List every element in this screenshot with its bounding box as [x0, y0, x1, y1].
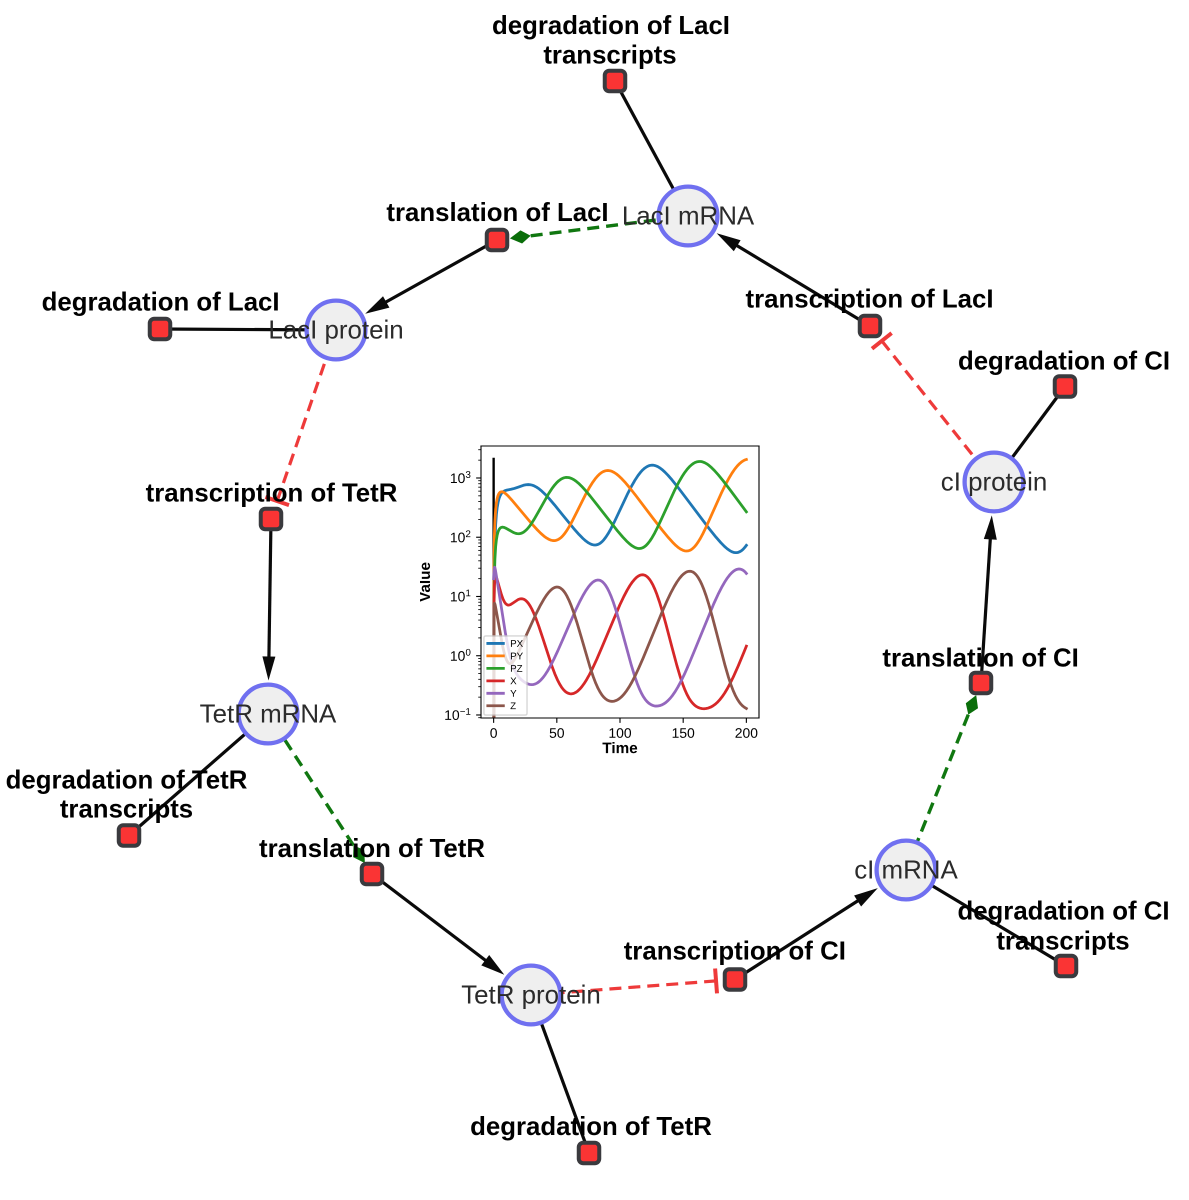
svg-text:LacI protein: LacI protein: [268, 317, 403, 345]
svg-text:degradation of LacI: degradation of LacI: [42, 289, 280, 317]
svg-text:cI protein: cI protein: [941, 469, 1048, 497]
svg-text:degradation of CI: degradation of CI: [957, 897, 1169, 925]
svg-text:transcripts: transcripts: [60, 795, 193, 823]
svg-text:TetR mRNA: TetR mRNA: [200, 701, 337, 729]
svg-text:transcription of CI: transcription of CI: [624, 937, 846, 965]
svg-text:degradation of TetR: degradation of TetR: [6, 767, 248, 795]
svg-text:TetR protein: TetR protein: [461, 982, 601, 1010]
svg-text:transcripts: transcripts: [543, 42, 676, 70]
svg-text:transcription of TetR: transcription of TetR: [146, 480, 398, 508]
svg-text:transcription of LacI: transcription of LacI: [746, 286, 994, 314]
svg-text:degradation of LacI: degradation of LacI: [492, 12, 730, 40]
svg-text:degradation of TetR: degradation of TetR: [470, 1113, 712, 1141]
svg-text:translation of TetR: translation of TetR: [259, 835, 485, 863]
svg-text:transcripts: transcripts: [996, 927, 1129, 955]
svg-text:translation of CI: translation of CI: [882, 645, 1078, 673]
svg-text:cI mRNA: cI mRNA: [854, 857, 958, 885]
svg-text:translation of LacI: translation of LacI: [386, 199, 608, 227]
svg-text:LacI mRNA: LacI mRNA: [622, 203, 755, 231]
svg-text:degradation of CI: degradation of CI: [958, 347, 1170, 375]
